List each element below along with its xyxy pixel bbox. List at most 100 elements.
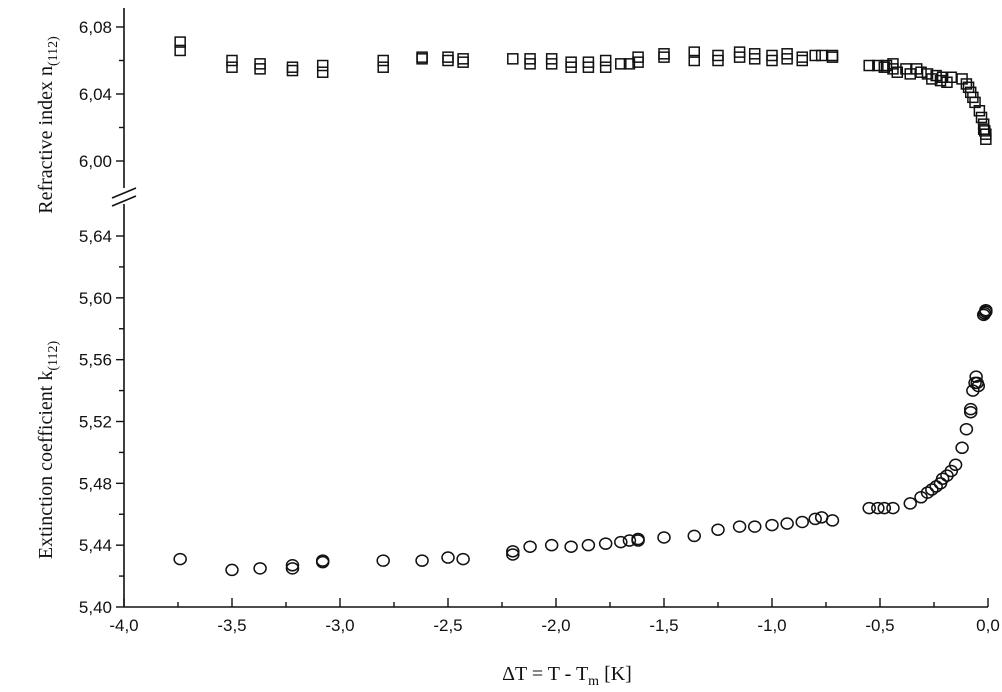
x-tick-label: -4,0: [109, 616, 138, 635]
x-tick-label: -0,5: [865, 616, 894, 635]
refractive-index-point: [286, 64, 299, 77]
extinction-coefficient-point: [598, 537, 613, 550]
extinction-coefficient-point: [376, 554, 390, 567]
extinction-coefficient-point: [732, 520, 747, 533]
refractive-index-point: [545, 58, 558, 70]
x-axis-label: ΔT = T - Tm [K]: [502, 663, 632, 689]
extinction-coefficient-point: [877, 501, 892, 515]
extinction-coefficient-point: [795, 515, 809, 529]
extinction-coefficient-point: [253, 562, 267, 575]
data-marks: [173, 36, 993, 577]
refractive-index-point: [748, 53, 761, 65]
extinction-coefficient-point: [862, 501, 876, 515]
axis-break-mark: [111, 195, 137, 207]
y-lower-tick-label: 5,60: [79, 289, 112, 308]
extinction-coefficient-point: [544, 538, 559, 552]
refractive-index-point: [872, 59, 884, 72]
y-lower-tick-label: 5,52: [79, 413, 112, 432]
refractive-index-point: [615, 58, 627, 70]
extinction-coefficient-point: [285, 562, 300, 575]
extinction-coefficient-point: [969, 370, 983, 383]
extinction-coefficient-point: [825, 514, 840, 527]
extinction-coefficient-point: [225, 563, 239, 577]
y-upper-label-sub: (112): [46, 36, 61, 66]
refractive-index-point: [878, 61, 891, 73]
refractive-index-point: [766, 54, 778, 67]
ticks: -4,0 -3,5 -3,0 -2,5 -2,0 -1,5 -1,0 -0,5 0,0 6,00 6…: [79, 18, 1000, 635]
refractive-index-point: [632, 56, 644, 68]
extinction-coefficient-point: [622, 534, 637, 547]
extinction-coefficient-point: [315, 555, 330, 569]
refractive-index-point: [442, 51, 454, 63]
refractive-index-point: [781, 53, 793, 65]
refractive-index-point: [979, 125, 991, 137]
refractive-index-point: [457, 53, 469, 65]
extinction-coefficient-point: [415, 554, 429, 567]
extinction-coefficient-point: [959, 422, 974, 436]
refractive-index-point: [809, 49, 821, 62]
extinction-coefficient-point: [963, 405, 978, 419]
y-upper-tick-label: 6,08: [79, 18, 112, 37]
extinction-coefficient-point: [506, 548, 520, 561]
refractive-index-point: [507, 53, 519, 65]
extinction-coefficient-point: [948, 458, 963, 472]
extinction-coefficient-point: [711, 523, 725, 536]
y-upper-tick-label: 6,00: [79, 152, 112, 171]
refractive-index-point: [442, 54, 454, 67]
extinction-coefficient-point: [780, 517, 794, 530]
y-lower-tick-label: 5,64: [79, 227, 112, 246]
refractive-index-point: [980, 133, 992, 145]
extinction-coefficient-point: [581, 538, 596, 552]
refractive-index-point: [316, 66, 329, 78]
extinction-coefficient-point: [871, 501, 885, 515]
extinction-coefficient-point: [631, 534, 645, 547]
y-lower-tick-label: 5,40: [79, 598, 112, 617]
extinction-coefficient-point: [747, 520, 762, 533]
x-tick-label: -1,0: [757, 616, 786, 635]
extinction-coefficient-point: [979, 303, 993, 317]
extinction-coefficient-point: [929, 480, 943, 493]
refractive-index-point: [688, 54, 700, 67]
refractive-index-point: [599, 61, 612, 73]
refractive-index-point: [226, 54, 238, 67]
extinction-coefficient-point: [925, 483, 939, 496]
extinction-coefficient-point: [971, 379, 986, 393]
x-tick-label: 0,0: [976, 616, 1000, 635]
y-lower-label-main: Extinction coefficient k: [35, 371, 57, 559]
y-lower-tick-label: 5,48: [79, 474, 112, 493]
refractive-index-point: [377, 61, 389, 73]
extinction-coefficient-point: [441, 551, 455, 564]
refractive-index-point: [712, 54, 724, 67]
refractive-index-point: [286, 61, 299, 73]
refractive-index-point: [945, 71, 958, 83]
y-lower-tick-label: 5,56: [79, 351, 112, 370]
refractive-index-point: [934, 74, 947, 87]
refractive-index-point: [658, 51, 670, 63]
extinction-coefficient-point: [944, 464, 959, 478]
refractive-index-point: [226, 61, 238, 73]
extinction-coefficient-point: [903, 497, 917, 510]
refractive-index-point: [316, 59, 329, 72]
extinction-coefficient-point: [808, 512, 822, 526]
extinction-coefficient-point: [285, 559, 300, 572]
refractive-index-point: [688, 46, 700, 58]
extinction-coefficient-point: [657, 531, 671, 544]
refractive-index-point: [796, 54, 808, 67]
y-upper-label-main: Refractive index n: [35, 66, 57, 214]
extinction-coefficient-point: [456, 552, 470, 566]
refractive-index-point: [975, 111, 988, 124]
refractive-index-point: [891, 66, 904, 78]
refractive-index-point: [174, 44, 186, 57]
refractive-index-point: [826, 51, 839, 63]
refractive-index-point: [582, 61, 595, 73]
refractive-index-point: [524, 58, 536, 70]
refractive-index-point: [623, 58, 636, 70]
refractive-index-point: [796, 51, 808, 63]
extinction-coefficient-point: [886, 501, 900, 515]
refractive-index-point: [658, 48, 670, 60]
extinction-coefficient-point: [955, 441, 969, 455]
refractive-index-point: [377, 54, 389, 67]
x-label-unit: [K]: [599, 663, 632, 685]
extinction-coefficient-point: [935, 472, 950, 485]
y-lower-label-sub: (112): [46, 341, 61, 371]
